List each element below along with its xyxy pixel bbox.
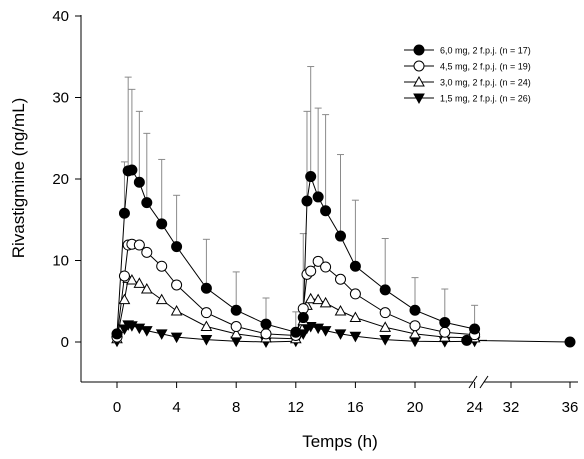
legend-marker (413, 75, 425, 87)
data-point (349, 311, 362, 323)
legend-marker (413, 93, 425, 105)
legend: 6,0 mg, 2 f.p.j. (n = 17) 4,5 mg, 2 f.p.j… (404, 44, 531, 105)
x-tick-label: 12 (287, 399, 304, 416)
data-point (141, 246, 153, 258)
data-point (200, 335, 213, 346)
axis-break-mark (479, 375, 489, 389)
data-point (156, 260, 168, 272)
data-point (312, 191, 324, 203)
y-tick-label: 30 (52, 90, 69, 107)
y-tick-label: 20 (52, 171, 69, 188)
y-tick-label: 40 (52, 8, 69, 25)
legend-label: 1,5 mg, 2 f.p.j. (n = 26) (440, 94, 531, 104)
data-point (230, 321, 242, 333)
data-point (126, 274, 138, 285)
data-point (140, 326, 153, 337)
data-point (409, 327, 421, 339)
data-point (349, 260, 361, 272)
data-point (200, 320, 213, 332)
data-point (133, 277, 146, 288)
y-tick-label: 10 (52, 253, 69, 270)
x-tick-label: 0 (113, 399, 121, 416)
x-tick-label: 24 (466, 399, 483, 416)
data-point (304, 292, 317, 304)
data-point (335, 273, 346, 285)
data-point (409, 304, 421, 316)
data-point (469, 323, 481, 335)
x-tick-label: 36 (562, 399, 579, 416)
data-point (379, 335, 392, 346)
data-point (297, 312, 309, 324)
series-lines (116, 169, 571, 343)
data-point (118, 270, 130, 282)
legend-label: 3,0 mg, 2 f.p.j. (n = 24) (440, 78, 531, 88)
data-point (305, 265, 317, 277)
data-point (334, 329, 347, 340)
series-line (116, 169, 475, 334)
data-point (319, 326, 332, 337)
data-point (439, 316, 451, 328)
data-point (379, 284, 391, 296)
data-point (312, 293, 324, 305)
data-point (141, 197, 153, 209)
data-point (118, 207, 130, 219)
legend-label: 4,5 mg, 2 f.p.j. (n = 19) (440, 62, 531, 72)
data-point (200, 307, 212, 319)
legend-marker (413, 44, 425, 56)
data-point (126, 164, 138, 176)
data-point (230, 304, 242, 316)
data-point (140, 282, 153, 294)
data-point (335, 230, 346, 242)
x-tick-label: 16 (347, 399, 364, 416)
x-axis-title: Temps (h) (302, 432, 378, 451)
data-point (111, 328, 123, 340)
data-point (439, 326, 451, 338)
data-point (156, 218, 168, 230)
data-point (155, 329, 168, 340)
data-point (260, 318, 272, 330)
data-point (171, 241, 183, 253)
error-bars (120, 66, 479, 333)
data-point (305, 171, 317, 183)
data-point (409, 320, 421, 332)
legend-marker (413, 60, 425, 72)
data-point (230, 327, 243, 339)
axes: 01020304004812162024323640 (52, 8, 579, 416)
x-tick-label: 32 (503, 399, 520, 416)
series-markers (111, 164, 576, 349)
data-point (312, 255, 324, 267)
data-point (334, 305, 347, 316)
data-point (319, 296, 332, 308)
data-point (171, 279, 183, 291)
axis-break-mark (468, 375, 478, 389)
data-point (133, 239, 145, 251)
y-tick-label: 0 (61, 334, 69, 351)
data-point (349, 288, 361, 300)
data-point (170, 332, 183, 344)
data-point (320, 205, 332, 217)
data-point (379, 307, 391, 319)
data-point (349, 331, 362, 343)
data-point (170, 305, 183, 316)
series-line (466, 339, 571, 343)
data-point (379, 321, 392, 332)
legend-label: 6,0 mg, 2 f.p.j. (n = 17) (440, 46, 531, 56)
data-point (155, 293, 168, 305)
data-point (320, 261, 332, 273)
data-point (301, 195, 313, 207)
data-point (564, 336, 576, 348)
x-tick-label: 8 (232, 399, 240, 416)
x-tick-label: 20 (407, 399, 424, 416)
data-point (260, 328, 272, 340)
data-point (118, 293, 131, 305)
data-point (133, 176, 145, 188)
y-axis-title: Rivastigmine (ng/mL) (9, 98, 28, 259)
data-point (290, 326, 302, 338)
data-point (200, 282, 212, 294)
x-tick-label: 4 (172, 399, 180, 416)
data-point (461, 334, 473, 346)
